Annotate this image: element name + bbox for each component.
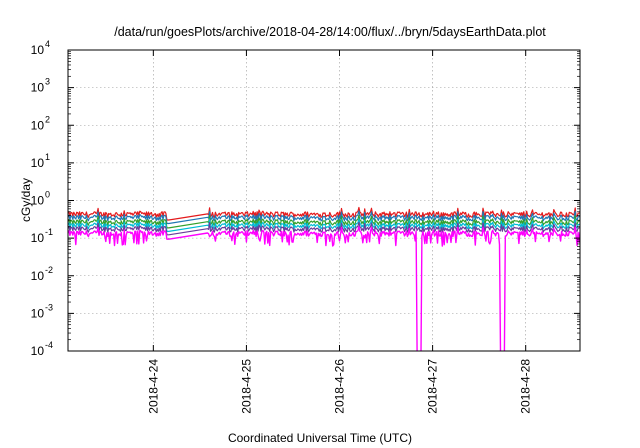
- y-tick-label: 10: [31, 194, 45, 208]
- y-tick-label: 10: [31, 43, 45, 57]
- y-tick-label-exponent: -2: [45, 265, 53, 275]
- y-tick-label-exponent: 1: [45, 152, 50, 162]
- series-group: [68, 206, 580, 351]
- y-tick-label-exponent: 2: [45, 114, 50, 124]
- series-line: [68, 214, 580, 229]
- y-tick-label: 10: [31, 81, 45, 95]
- x-tick-label: 2018-4-25: [239, 359, 253, 414]
- series-line: [68, 206, 580, 221]
- y-tick-label-exponent: 3: [45, 77, 50, 87]
- chart-title: /data/run/goesPlots/archive/2018-04-28/1…: [114, 25, 546, 39]
- y-tick-label-exponent: -3: [45, 302, 53, 312]
- x-tick-label: 2018-4-27: [426, 359, 440, 414]
- series-line: [68, 210, 580, 225]
- y-tick-label: 10: [31, 344, 45, 358]
- y-tick-label-exponent: 4: [45, 39, 50, 49]
- grid: [68, 50, 580, 351]
- x-axis-label: Coordinated Universal Time (UTC): [228, 431, 412, 445]
- y-tick-label-exponent: 0: [45, 190, 50, 200]
- y-tick-label: 10: [31, 156, 45, 170]
- y-tick-label: 10: [31, 269, 45, 283]
- y-tick-label-exponent: -4: [45, 340, 53, 350]
- y-tick-label: 10: [31, 118, 45, 132]
- y-tick-label-exponent: -1: [45, 227, 53, 237]
- series-line: [68, 226, 580, 351]
- x-axis: 2018-4-24 2018-4-25 2018-4-26 2018-4-27 2018…: [146, 50, 533, 414]
- x-tick-label: 2018-4-28: [519, 359, 533, 414]
- series-line: [68, 218, 580, 232]
- x-tick-label: 2018-4-26: [333, 359, 347, 414]
- y-tick-label: 10: [31, 231, 45, 245]
- y-tick-label: 10: [31, 306, 45, 320]
- series-line: [68, 221, 580, 236]
- x-tick-label: 2018-4-24: [146, 359, 160, 414]
- y-axis-label: cGy/day: [19, 178, 33, 222]
